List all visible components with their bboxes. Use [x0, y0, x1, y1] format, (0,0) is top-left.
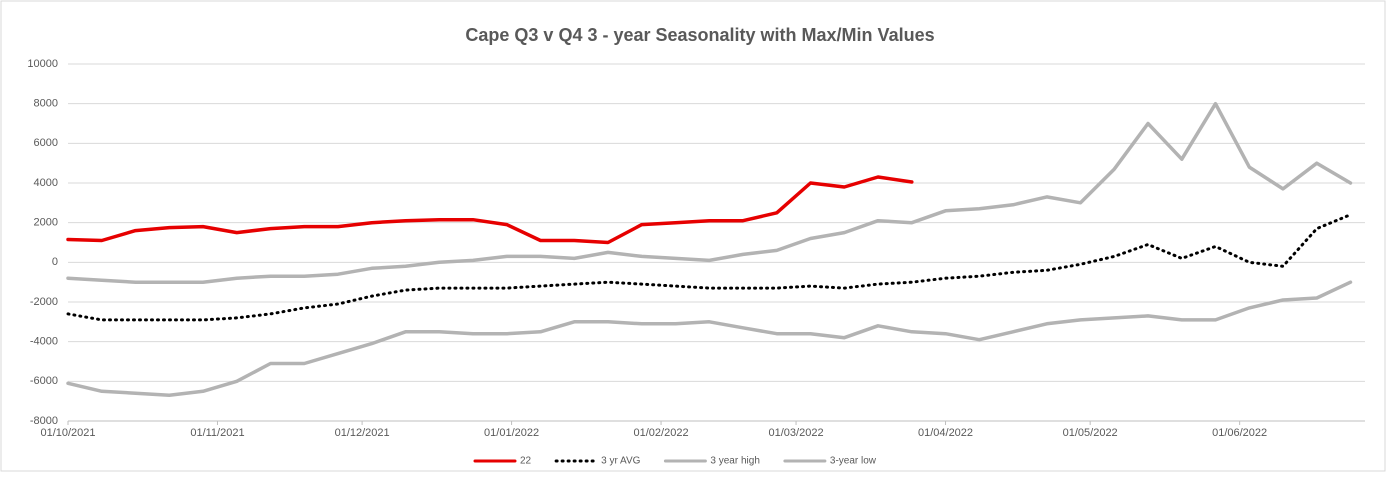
- x-tick-label: 01/04/2022: [918, 427, 973, 439]
- y-tick-label: 0: [52, 256, 58, 268]
- x-tick-label: 01/12/2021: [335, 427, 390, 439]
- x-tick-label: 01/01/2022: [484, 427, 539, 439]
- y-tick-label: -4000: [30, 336, 58, 348]
- y-tick-label: 10000: [27, 58, 58, 70]
- x-tick-label: 01/02/2022: [634, 427, 689, 439]
- legend-label: 3 yr AVG: [601, 456, 640, 467]
- x-tick-label: 01/10/2021: [40, 427, 95, 439]
- y-tick-label: 6000: [34, 137, 58, 149]
- series-line: [66, 175, 914, 245]
- series-line: [66, 213, 1352, 322]
- x-tick-label: 01/05/2022: [1063, 427, 1118, 439]
- x-tick-label: 01/03/2022: [769, 427, 824, 439]
- y-tick-label: -8000: [30, 415, 58, 427]
- y-tick-label: -6000: [30, 375, 58, 387]
- y-tick-label: 2000: [34, 217, 58, 229]
- y-tick-label: -2000: [30, 296, 58, 308]
- y-tick-label: 8000: [34, 98, 58, 110]
- legend-label: 3-year low: [830, 456, 877, 467]
- x-tick-label: 01/11/2021: [190, 427, 244, 439]
- x-tick-label: 01/06/2022: [1212, 427, 1267, 439]
- series-line: [66, 280, 1353, 397]
- series-line: [66, 101, 1353, 284]
- y-tick-label: 4000: [34, 177, 58, 189]
- legend-label: 3 year high: [710, 456, 759, 467]
- legend-label: 22: [520, 456, 532, 467]
- chart-title: Cape Q3 v Q4 3 - year Seasonality with M…: [465, 25, 934, 45]
